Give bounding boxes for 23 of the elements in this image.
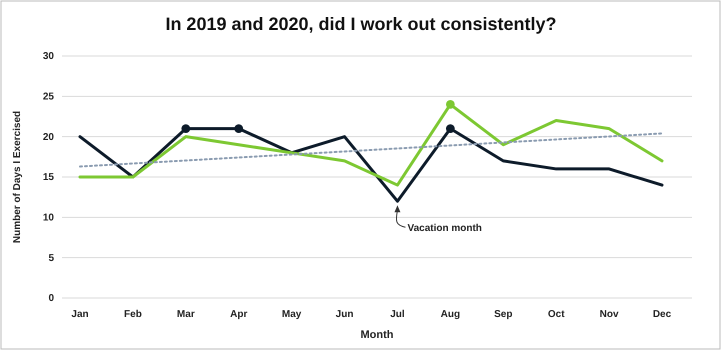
x-tick-label: Jan bbox=[71, 309, 89, 320]
x-axis-title: Month bbox=[360, 329, 394, 341]
y-tick-label: 25 bbox=[42, 92, 54, 103]
x-tick-label: Jun bbox=[336, 309, 354, 320]
x-tick-label: Nov bbox=[600, 309, 619, 320]
y-tick-label: 20 bbox=[42, 132, 54, 143]
y-tick-label: 10 bbox=[42, 212, 54, 224]
x-tick-label: Feb bbox=[124, 309, 142, 320]
x-tick-label: Sep bbox=[494, 309, 512, 320]
x-tick-label: Dec bbox=[652, 309, 672, 320]
y-axis-title: Number of Days I Exercised bbox=[12, 110, 23, 244]
x-tick-label: Jul bbox=[390, 309, 405, 320]
y-tick-label: 0 bbox=[48, 293, 54, 304]
x-tick-label: Mar bbox=[176, 309, 195, 320]
x-tick-label: Apr bbox=[230, 309, 248, 320]
x-tick-label: Aug bbox=[440, 309, 460, 320]
y-tick-label: 15 bbox=[42, 172, 54, 184]
x-tick-label: May bbox=[282, 309, 302, 320]
y-tick-label: 5 bbox=[48, 252, 54, 264]
y-tick-label: 30 bbox=[42, 51, 54, 62]
x-tick-label: Oct bbox=[548, 309, 566, 320]
annotation: Vacation month bbox=[407, 223, 482, 234]
chart-title: In 2019 and 2020, did I work out consistently? bbox=[165, 14, 557, 34]
